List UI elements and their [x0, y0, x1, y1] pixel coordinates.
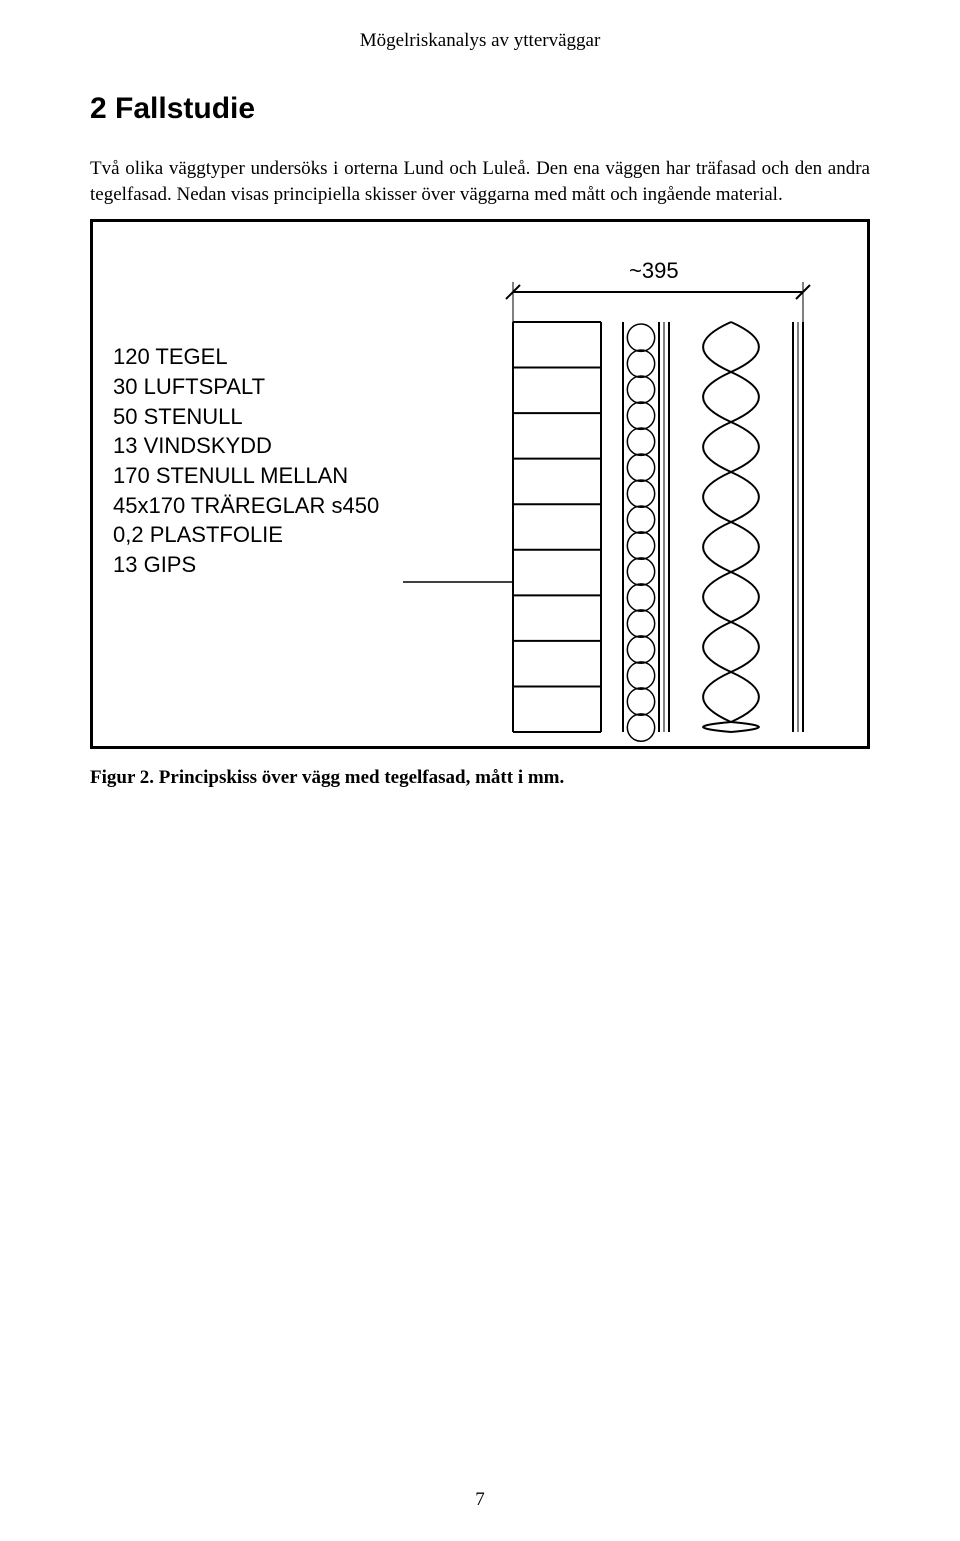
page-number: 7	[0, 1489, 960, 1511]
figure-frame: ~395 120 TEGEL30 LUFTSPALT50 STENULL13 V…	[90, 219, 870, 749]
wall-section-diagram	[93, 222, 873, 752]
running-header: Mögelriskanalys av ytterväggar	[90, 30, 870, 52]
section-heading: 2 Fallstudie	[90, 92, 870, 126]
section-paragraph: Två olika väggtyper undersöks i orterna …	[90, 156, 870, 207]
figure-caption: Figur 2. Principskiss över vägg med tege…	[90, 767, 870, 789]
